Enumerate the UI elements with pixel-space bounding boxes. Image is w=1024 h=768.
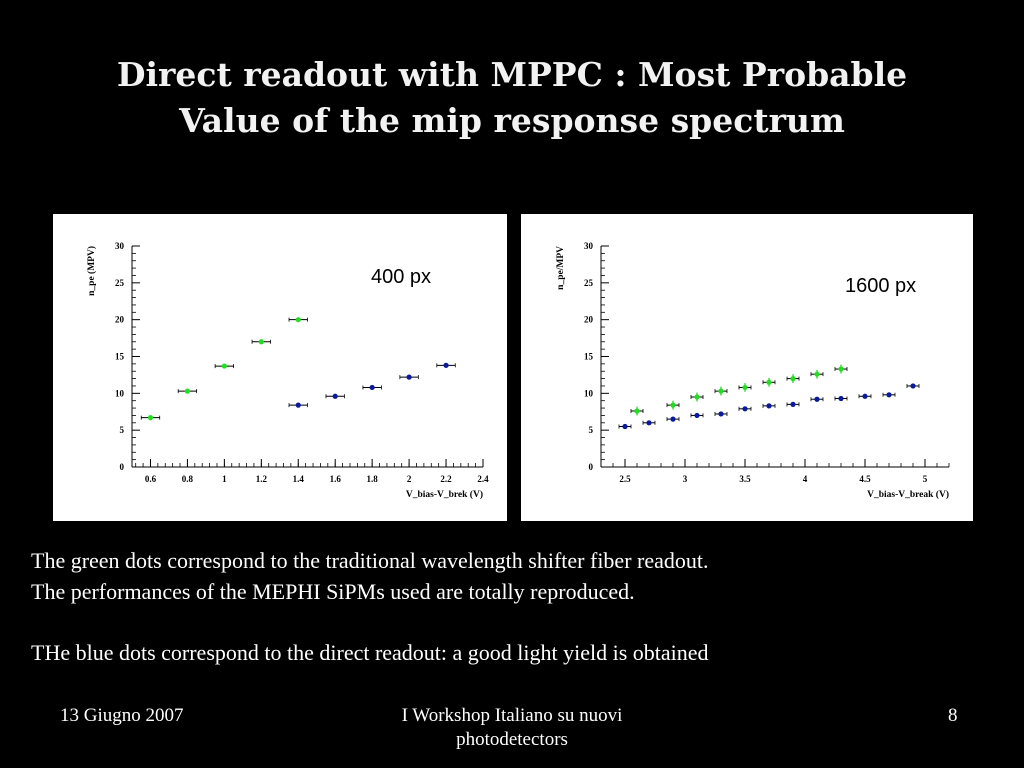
paragraph-spacer (31, 607, 1011, 638)
chart-panel-right: 0 5 10 15 20 25 30 2.5 3 3.5 4 4.5 5 V_bias-V_break (… (521, 214, 973, 521)
blue-data-point (694, 412, 700, 419)
green-data-point (790, 376, 796, 382)
green-data-point (295, 317, 301, 323)
x-tick-label: 2 (407, 474, 412, 484)
footer-date: 13 Giugno 2007 (60, 705, 184, 726)
x-tick-label: 0.6 (145, 474, 157, 484)
blue-data-point (886, 392, 892, 398)
x-tick-label: 4.5 (859, 474, 871, 484)
y-tick-label: 20 (115, 315, 125, 325)
x-axis-label: V_bias-V_break (V) (867, 489, 949, 500)
title-line-1: Direct readout with MPPC : Most Probable (116, 55, 908, 94)
blue-data-point (406, 374, 412, 380)
y-axis-label: n_pe (MPV) (86, 246, 97, 296)
y-tick-label: 5 (589, 425, 594, 435)
y-tick-label: 0 (120, 462, 125, 472)
green-data-point (184, 388, 191, 394)
x-tick-label: 3.5 (739, 474, 751, 484)
x-tick-label: 2.4 (477, 474, 489, 484)
blue-data-point (790, 401, 796, 407)
green-data-point (766, 379, 772, 385)
x-tick-label: 1.6 (330, 474, 342, 484)
x-tick-label: 1 (222, 474, 227, 484)
x-tick-label: 3 (683, 474, 688, 484)
y-tick-label: 5 (120, 425, 125, 435)
green-data-point (694, 394, 700, 400)
blue-data-point (742, 406, 748, 412)
chart-annotation: 400 px (371, 266, 431, 288)
blue-data-point (646, 420, 652, 426)
blue-data-point (622, 423, 628, 430)
y-tick-label: 15 (584, 352, 594, 362)
blue-data-point (295, 402, 301, 408)
y-tick-label: 25 (115, 278, 125, 288)
x-tick-label: 1.8 (367, 474, 379, 484)
green-data-point (718, 388, 724, 394)
slide-body: The green dots correspond to the traditi… (31, 546, 1011, 669)
page-number: 8 (948, 705, 958, 726)
x-tick-label: 2.5 (619, 474, 631, 484)
green-data-point (221, 363, 227, 369)
x-tick-label: 1.2 (256, 474, 268, 484)
x-tick-label: 4 (803, 474, 808, 484)
title-line-2: Value of the mip response spectrum (179, 101, 845, 140)
chart-panel-left: 0 5 10 15 20 25 30 0.6 0.8 1 1.2 1.4 1.6 1.8 2 2.2 2.4 V_… (53, 214, 507, 521)
y-tick-label: 10 (584, 388, 594, 398)
blue-data-point (838, 395, 844, 402)
paragraph-1-line-2: The performances of the MEPHI SiPMs used… (31, 578, 635, 604)
blue-data-point (766, 403, 772, 409)
slide-title: Direct readout with MPPC : Most Probable… (0, 52, 1024, 144)
x-axis-label: V_bias-V_brek (V) (406, 489, 483, 500)
paragraph-1-line-1: The green dots correspond to the traditi… (31, 548, 709, 573)
blue-data-point (814, 396, 820, 402)
blue-data-point (862, 393, 868, 399)
green-data-point (670, 402, 676, 408)
y-tick-label: 30 (584, 241, 594, 251)
x-tick-label: 5 (923, 474, 928, 484)
green-data-point (258, 339, 264, 345)
blue-data-point (332, 393, 338, 399)
green-data-point (147, 415, 154, 421)
green-data-point (814, 371, 820, 377)
chart-annotation: 1600 px (845, 275, 916, 297)
blue-data-point (369, 384, 375, 391)
x-tick-label: 1.4 (293, 474, 305, 484)
chart-right-svg: 0 5 10 15 20 25 30 2.5 3 3.5 4 4.5 5 V_bias-V_break (… (556, 241, 950, 500)
blue-data-point (670, 416, 676, 422)
x-tick-label: 0.8 (182, 474, 194, 484)
y-tick-label: 25 (584, 278, 594, 288)
y-tick-label: 30 (115, 241, 125, 251)
paragraph-2: THe blue dots correspond to the direct r… (31, 640, 709, 665)
green-data-point (742, 384, 748, 391)
footer-event: I Workshop Italiano su nuovi photodetect… (401, 705, 623, 750)
chart-left-svg: 0 5 10 15 20 25 30 0.6 0.8 1 1.2 1.4 1.6 1.8 2 2.2 2.4 V_… (86, 241, 489, 500)
green-data-point (634, 408, 640, 414)
x-tick-label: 2.2 (440, 474, 452, 484)
y-tick-label: 0 (589, 462, 594, 472)
y-axis-label: n_pe/MPV (556, 246, 566, 290)
blue-data-point (718, 411, 724, 417)
y-tick-label: 10 (115, 388, 125, 398)
blue-data-point (443, 362, 449, 368)
y-tick-label: 20 (584, 315, 594, 325)
green-data-point (838, 366, 844, 372)
y-tick-label: 15 (115, 352, 125, 362)
blue-data-point (910, 383, 916, 389)
